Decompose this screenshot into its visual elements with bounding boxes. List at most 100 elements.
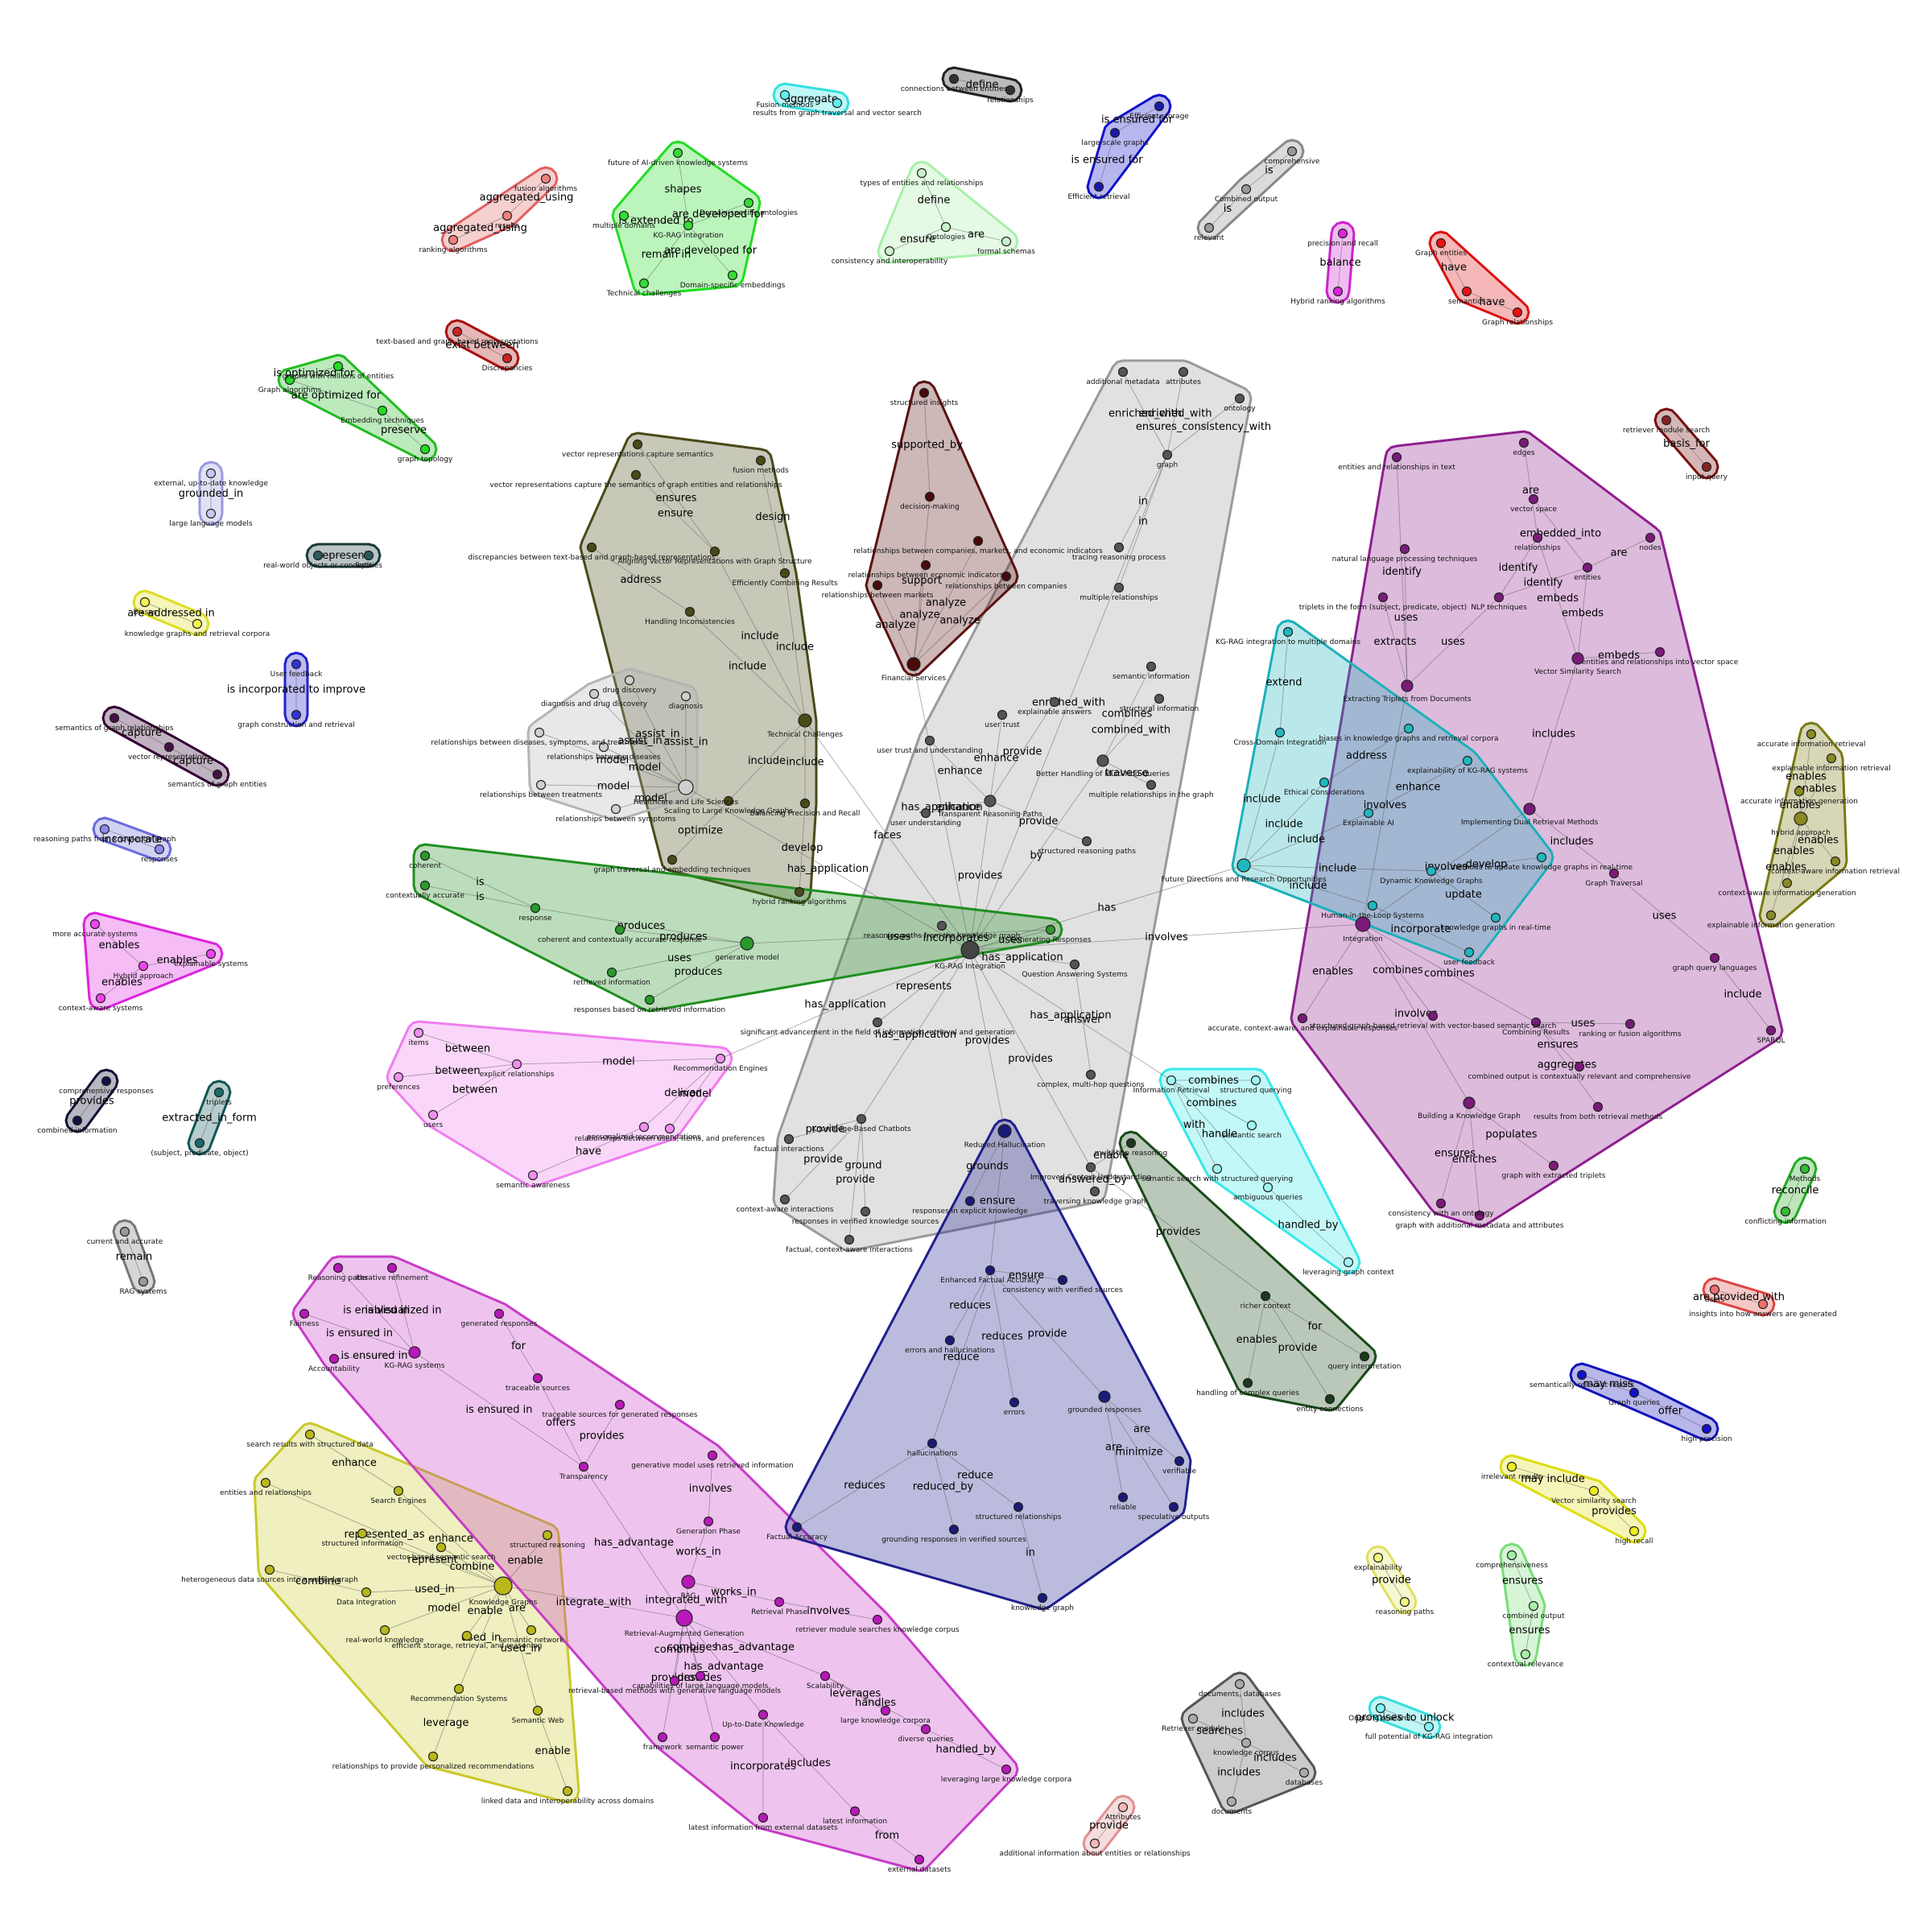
node-reliable[interactable] bbox=[1117, 1492, 1129, 1503]
node-vsearch[interactable] bbox=[1571, 652, 1584, 665]
node-documents[interactable] bbox=[1226, 1796, 1237, 1807]
node-rel-comp[interactable] bbox=[1001, 571, 1012, 582]
node-sem-power[interactable] bbox=[709, 1732, 720, 1743]
node-qa-systems[interactable] bbox=[1069, 959, 1080, 970]
node-fusion-alg[interactable] bbox=[540, 173, 551, 184]
node-rel-symptoms[interactable] bbox=[610, 803, 621, 815]
node-ctx-accurate[interactable] bbox=[419, 880, 431, 891]
node-factual-acc[interactable] bbox=[791, 1521, 803, 1533]
node-dyn-kg[interactable] bbox=[1426, 865, 1437, 877]
node-consist-interop[interactable] bbox=[884, 246, 895, 257]
node-rel-diseases[interactable] bbox=[534, 727, 545, 738]
node-handling-inc[interactable] bbox=[684, 606, 696, 617]
node-info-ret[interactable] bbox=[1166, 1075, 1177, 1086]
node-methods-update[interactable] bbox=[1536, 852, 1547, 863]
node-triplets[interactable] bbox=[213, 1087, 225, 1098]
node-precision-recall[interactable] bbox=[1337, 228, 1348, 239]
node-users-pk[interactable] bbox=[427, 1109, 439, 1121]
node-rel-treat[interactable] bbox=[535, 779, 547, 791]
node-input-query[interactable] bbox=[1701, 461, 1712, 473]
node-sig-adv[interactable] bbox=[872, 1017, 883, 1028]
node-efficient-store[interactable] bbox=[461, 1630, 473, 1641]
node-ctx-info-ret[interactable] bbox=[1830, 856, 1841, 867]
node-add-info[interactable] bbox=[1089, 1838, 1100, 1849]
node-factual-int[interactable] bbox=[783, 1133, 795, 1145]
node-items[interactable] bbox=[413, 1027, 424, 1038]
node-graph-triplets[interactable] bbox=[1548, 1160, 1559, 1171]
node-edges[interactable] bbox=[1518, 437, 1530, 448]
node-leveraging-ctx[interactable] bbox=[1343, 1257, 1354, 1268]
node-methods[interactable] bbox=[1799, 1163, 1810, 1174]
node-external-know[interactable] bbox=[205, 468, 217, 479]
node-combined-ctx[interactable] bbox=[1574, 1061, 1585, 1072]
node-graph-trav[interactable] bbox=[1608, 868, 1620, 879]
node-conn-ent[interactable] bbox=[948, 73, 960, 85]
node-ranking-fusion[interactable] bbox=[1624, 1018, 1636, 1030]
node-large-kc[interactable] bbox=[880, 1705, 891, 1716]
node-resp-retrieved[interactable] bbox=[644, 994, 655, 1005]
node-improved-ctx[interactable] bbox=[1085, 1162, 1096, 1173]
node-insights[interactable] bbox=[1757, 1298, 1769, 1310]
node-docs-dbs[interactable] bbox=[1234, 1678, 1245, 1690]
node-discrepancies[interactable] bbox=[586, 542, 597, 553]
node-gql[interactable] bbox=[1709, 952, 1720, 964]
node-accountability[interactable] bbox=[328, 1353, 340, 1364]
node-complex-q[interactable] bbox=[1085, 1069, 1096, 1080]
node-eff-retrieval[interactable] bbox=[1093, 181, 1104, 192]
node-hybrid-app[interactable] bbox=[1794, 811, 1808, 826]
node-spec-outputs[interactable] bbox=[1168, 1501, 1179, 1513]
node-consistency-ver[interactable] bbox=[1057, 1274, 1068, 1286]
node-coh-ctx-resp[interactable] bbox=[614, 924, 625, 935]
node-struct-insights[interactable] bbox=[919, 387, 930, 398]
node-spo[interactable] bbox=[194, 1137, 205, 1149]
node-aligning[interactable] bbox=[709, 546, 720, 557]
node-nlp-tech[interactable] bbox=[1399, 543, 1410, 555]
node-rec-eng[interactable] bbox=[715, 1053, 726, 1064]
node-struct-graph-vec[interactable] bbox=[1427, 1010, 1439, 1022]
node-multiple-dom[interactable] bbox=[618, 210, 630, 221]
node-know-corpus[interactable] bbox=[1241, 1737, 1252, 1748]
node-diag-drug[interactable] bbox=[588, 688, 600, 700]
node-llms[interactable] bbox=[205, 508, 217, 519]
node-rel-personal[interactable] bbox=[427, 1751, 439, 1762]
node-ret-phase[interactable] bbox=[774, 1596, 785, 1608]
node-real-world-obj[interactable] bbox=[312, 550, 324, 561]
node-retriever-ms[interactable] bbox=[1661, 415, 1672, 426]
node-real-world[interactable] bbox=[379, 1624, 390, 1636]
node-comprehensive-resp[interactable] bbox=[101, 1075, 112, 1087]
node-vec-reps[interactable] bbox=[163, 741, 175, 753]
node-triplets-form[interactable] bbox=[1377, 592, 1389, 603]
node-ret-based[interactable] bbox=[669, 1675, 680, 1686]
node-capabilities[interactable] bbox=[695, 1670, 706, 1682]
node-types-ent[interactable] bbox=[916, 167, 927, 179]
node-graph[interactable] bbox=[1162, 449, 1173, 460]
node-kgrag-sys[interactable] bbox=[408, 1346, 421, 1359]
node-kgrag[interactable] bbox=[960, 940, 980, 960]
node-dom-emb[interactable] bbox=[727, 270, 738, 281]
node-impl-dual[interactable] bbox=[1523, 803, 1536, 815]
node-better-hop[interactable] bbox=[1096, 754, 1109, 767]
node-full-potential[interactable] bbox=[1423, 1721, 1435, 1732]
node-rel-users-items[interactable] bbox=[664, 1123, 675, 1134]
node-consist-onto[interactable] bbox=[1435, 1198, 1447, 1209]
node-hitl[interactable] bbox=[1367, 900, 1378, 911]
node-biases[interactable] bbox=[139, 597, 151, 608]
node-query-interp[interactable] bbox=[1359, 1351, 1370, 1362]
node-rel-companies[interactable] bbox=[972, 535, 984, 547]
node-rel-markets[interactable] bbox=[872, 580, 883, 591]
node-reasoning-paths-kg[interactable] bbox=[936, 920, 947, 931]
node-hetero[interactable] bbox=[264, 1564, 275, 1575]
node-struct-info-k[interactable] bbox=[357, 1528, 368, 1539]
node-diverse-q[interactable] bbox=[920, 1724, 931, 1735]
node-combined-out[interactable] bbox=[1241, 184, 1252, 195]
node-vec-rep[interactable] bbox=[632, 439, 643, 450]
node-vec-sim-search[interactable] bbox=[1588, 1485, 1600, 1496]
node-responses-v[interactable] bbox=[154, 844, 165, 855]
node-eff-combining[interactable] bbox=[779, 568, 791, 579]
node-kgraphs[interactable] bbox=[493, 1576, 513, 1596]
node-eff-storage[interactable] bbox=[1154, 101, 1165, 112]
node-enh-factual[interactable] bbox=[985, 1265, 996, 1276]
node-combined-out2[interactable] bbox=[1528, 1600, 1539, 1612]
node-results-r[interactable] bbox=[502, 210, 513, 221]
node-reduced-h[interactable] bbox=[997, 1124, 1012, 1138]
